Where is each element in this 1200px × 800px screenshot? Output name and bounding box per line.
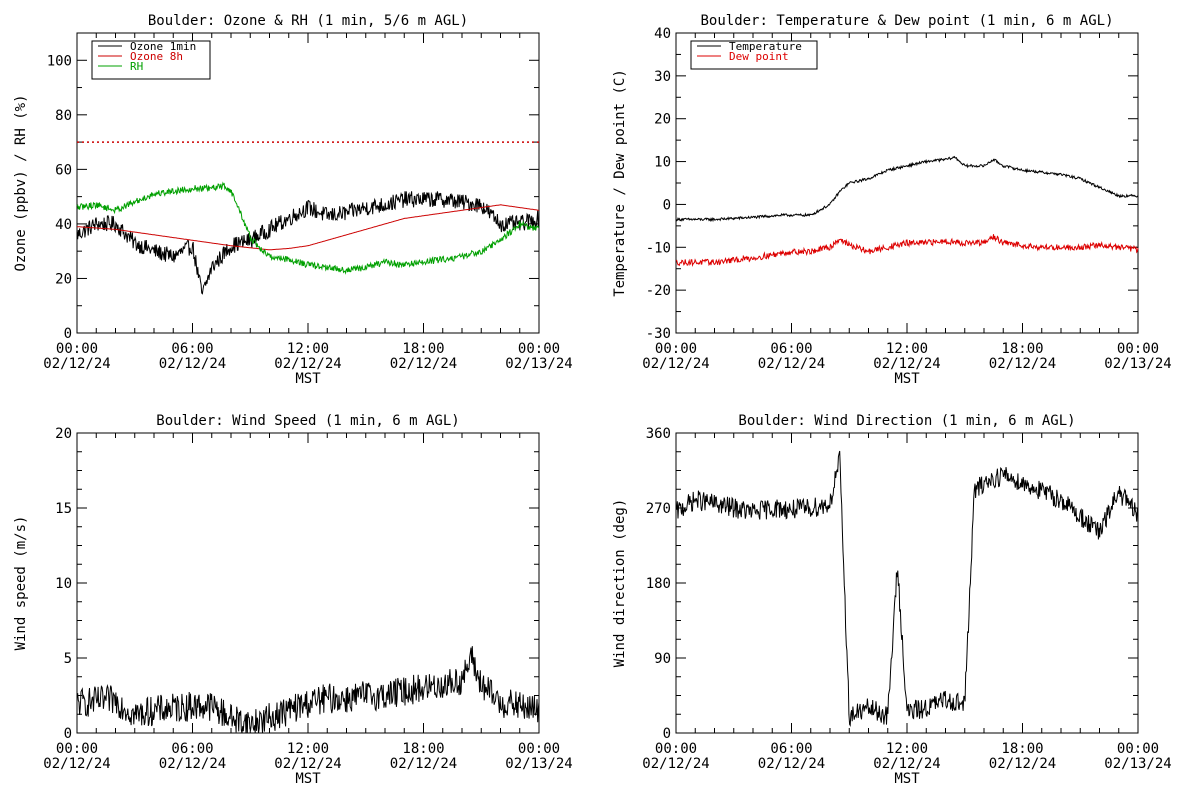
x-axis-label: MST xyxy=(295,771,321,787)
series-line-1 xyxy=(675,155,1139,223)
legend-box xyxy=(690,40,818,70)
x-tick-label-time: 18:00 xyxy=(402,341,444,357)
x-tick-label-date: 02/12/24 xyxy=(274,756,341,772)
x-tick-label-time: 12:00 xyxy=(886,341,928,357)
plot-frame xyxy=(76,432,540,734)
x-tick-label-date: 02/12/24 xyxy=(159,756,226,772)
chart-title: Boulder: Wind Speed (1 min, 6 m AGL) xyxy=(156,413,459,429)
x-tick-label-date: 02/12/24 xyxy=(642,356,709,372)
x-tick-label-time: 00:00 xyxy=(1117,741,1159,757)
y-tick-label: 40 xyxy=(654,26,671,42)
y-tick-label: 100 xyxy=(47,53,72,69)
legend-label: Ozone 1min xyxy=(130,40,196,53)
x-tick-label-date: 02/13/24 xyxy=(505,756,572,772)
chart-panel-2: Boulder: Temperature & Dew point (1 min,… xyxy=(612,13,1172,387)
legend-label: Dew point xyxy=(729,50,789,63)
x-tick-label-date: 02/12/24 xyxy=(758,356,825,372)
x-tick-label-date: 02/12/24 xyxy=(873,356,940,372)
series-line-2 xyxy=(76,204,540,251)
x-tick-label-date: 02/12/24 xyxy=(758,756,825,772)
y-tick-label: 360 xyxy=(646,426,671,442)
y-tick-label: 270 xyxy=(646,501,671,517)
y-tick-label: 180 xyxy=(646,576,671,592)
x-tick-label-time: 00:00 xyxy=(655,741,697,757)
x-tick-label-time: 06:00 xyxy=(171,341,213,357)
chart-panel-3: Boulder: Wind Speed (1 min, 6 m AGL) 0 5 10… xyxy=(13,413,573,787)
x-tick-label-time: 12:00 xyxy=(287,341,329,357)
x-tick-label-date: 02/12/24 xyxy=(274,356,341,372)
x-axis-label: MST xyxy=(894,371,920,387)
x-tick-label-time: 18:00 xyxy=(1001,741,1043,757)
x-tick-label-time: 12:00 xyxy=(287,741,329,757)
y-tick-label: 80 xyxy=(55,108,72,124)
x-tick-label-time: 00:00 xyxy=(56,741,98,757)
chart-title: Boulder: Ozone & RH (1 min, 5/6 m AGL) xyxy=(148,13,468,29)
legend-box xyxy=(91,40,211,80)
y-tick-label: 20 xyxy=(654,112,671,128)
chart-panel-4: Boulder: Wind Direction (1 min, 6 m AGL)… xyxy=(612,413,1172,787)
x-tick-label-time: 00:00 xyxy=(56,341,98,357)
x-tick-label-time: 00:00 xyxy=(1117,341,1159,357)
y-tick-label: 20 xyxy=(55,426,72,442)
y-tick-label: 0 xyxy=(663,197,671,213)
x-tick-label-time: 00:00 xyxy=(518,741,560,757)
x-tick-label-date: 02/12/24 xyxy=(989,356,1056,372)
plot-frame xyxy=(675,432,1139,734)
y-tick-label: 30 xyxy=(654,69,671,85)
y-tick-label: 60 xyxy=(55,162,72,178)
chart-panel-1: Boulder: Ozone & RH (1 min, 5/6 m AGL)02… xyxy=(13,13,573,387)
x-tick-label-date: 02/12/24 xyxy=(43,756,110,772)
y-tick-label: 20 xyxy=(55,271,72,287)
series-line-1 xyxy=(76,191,540,295)
y-tick-label: 15 xyxy=(55,501,72,517)
x-tick-label-date: 02/12/24 xyxy=(873,756,940,772)
plot-frame xyxy=(675,32,1139,334)
legend-label: Temperature xyxy=(729,40,802,53)
x-tick-label-date: 02/12/24 xyxy=(43,356,110,372)
x-tick-label-time: 18:00 xyxy=(1001,341,1043,357)
y-axis-label: Wind direction (deg) xyxy=(612,499,628,668)
x-tick-label-time: 12:00 xyxy=(886,741,928,757)
x-axis-label: MST xyxy=(894,771,920,787)
series-line-1 xyxy=(76,646,540,734)
legend-label: Ozone 8h xyxy=(130,50,183,63)
y-tick-label: -10 xyxy=(646,240,671,256)
x-tick-label-time: 18:00 xyxy=(402,741,444,757)
x-tick-label-date: 02/12/24 xyxy=(159,356,226,372)
x-tick-label-time: 06:00 xyxy=(770,741,812,757)
legend-label: RH xyxy=(130,60,143,73)
series-line-2 xyxy=(675,234,1139,267)
chart-title: Boulder: Temperature & Dew point (1 min,… xyxy=(700,13,1113,29)
y-tick-label: 0 xyxy=(663,726,671,742)
y-tick-label: 40 xyxy=(55,217,72,233)
x-tick-label-date: 02/13/24 xyxy=(1104,756,1171,772)
y-tick-label: -30 xyxy=(646,326,671,342)
chart-title: Boulder: Wind Direction (1 min, 6 m AGL) xyxy=(738,413,1075,429)
x-tick-label-time: 00:00 xyxy=(655,341,697,357)
y-axis-label: Temperature / Dew point (C) xyxy=(612,69,628,297)
x-tick-label-date: 02/13/24 xyxy=(505,356,572,372)
y-tick-label: 0 xyxy=(64,326,72,342)
x-axis-label: MST xyxy=(295,371,321,387)
x-tick-label-date: 02/12/24 xyxy=(390,756,457,772)
series-line-3 xyxy=(76,181,540,275)
y-tick-label: 90 xyxy=(654,651,671,667)
y-tick-label: 10 xyxy=(654,155,671,171)
x-tick-label-date: 02/12/24 xyxy=(989,756,1056,772)
y-axis-label: Ozone (ppbv) / RH (%) xyxy=(13,94,29,271)
x-tick-label-time: 06:00 xyxy=(770,341,812,357)
series-line-1 xyxy=(675,450,1139,728)
x-tick-label-time: 06:00 xyxy=(171,741,213,757)
y-tick-label: -20 xyxy=(646,283,671,299)
x-tick-label-date: 02/12/24 xyxy=(642,756,709,772)
x-tick-label-date: 02/13/24 xyxy=(1104,356,1171,372)
y-tick-label: 5 xyxy=(64,651,72,667)
y-axis-label: Wind speed (m/s) xyxy=(13,516,29,651)
y-tick-label: 0 xyxy=(64,726,72,742)
x-tick-label-date: 02/12/24 xyxy=(390,356,457,372)
y-tick-label: 10 xyxy=(55,576,72,592)
x-tick-label-time: 00:00 xyxy=(518,341,560,357)
